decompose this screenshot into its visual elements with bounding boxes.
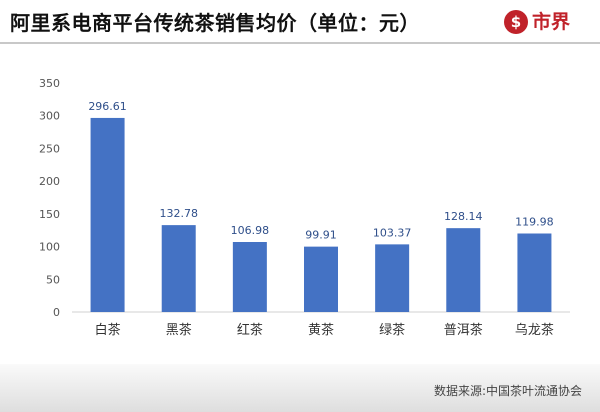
bar [90,117,125,312]
x-tick-label: 白茶 [95,322,121,338]
header-divider [0,42,600,44]
footer: 数据来源:中国茶叶流通协会 [0,364,600,412]
x-tick-label: 黄茶 [308,322,334,338]
bar-value-label: 119.98 [515,215,554,228]
y-tick-label: 300 [39,110,60,123]
y-tick-label: 150 [39,208,60,221]
x-tick-label: 红茶 [237,322,263,338]
header: 阿里系电商平台传统茶销售均价（单位：元） $ 市界 [0,0,600,44]
y-tick-label: 200 [39,175,60,188]
x-tick-label: 乌龙茶 [515,322,554,338]
brand-logo: $ 市界 [503,8,570,36]
bar [161,225,196,312]
x-tick-label: 黑茶 [166,322,192,338]
bar [446,228,481,312]
bar-chart: 0 50 100 150 200 250 300 350 296.61 白茶 132.78 黑茶 106… [39,77,570,338]
bar-value-label: 106.98 [231,224,270,237]
brand-logo-text: 市界 [531,10,570,33]
y-tick-label: 350 [39,77,60,90]
y-tick-label: 0 [53,306,60,319]
x-tick-label: 普洱茶 [444,322,483,338]
bar-value-label: 103.37 [373,226,412,239]
dollar-coin-icon: $ [503,10,528,34]
bar-value-label: 99.91 [305,229,337,242]
y-tick-label: 100 [39,241,60,254]
bar-value-label: 296.61 [88,100,127,113]
bar [517,233,552,312]
chart-title: 阿里系电商平台传统茶销售均价（单位：元） [10,11,420,35]
y-tick-label: 50 [46,273,60,286]
y-tick-label: 250 [39,142,60,155]
bar-value-label: 128.14 [444,210,483,223]
chart-area: 0 50 100 150 200 250 300 350 296.61 白茶 132.78 黑茶 106… [0,44,600,356]
bar-value-label: 132.78 [159,207,198,220]
x-tick-label: 绿茶 [379,322,405,338]
bar [304,246,338,312]
bar [375,244,410,312]
source-note: 数据来源:中国茶叶流通协会 [433,384,582,398]
bar [232,242,267,312]
